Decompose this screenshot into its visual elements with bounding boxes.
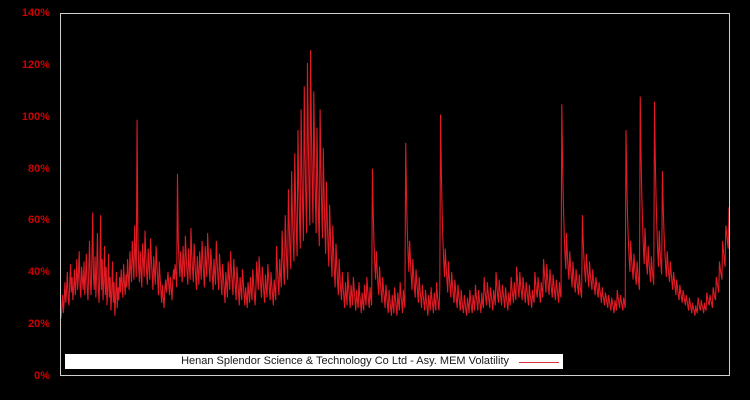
legend-label: Henan Splendor Science & Technology Co L… <box>181 355 509 367</box>
y-axis-tick-label: 60% <box>27 214 50 227</box>
y-axis-tick-label: 40% <box>27 266 50 279</box>
series-line-volatility <box>61 50 729 319</box>
y-axis-tick-label: 120% <box>21 58 50 71</box>
plot-area <box>60 13 730 376</box>
legend-line-swatch <box>519 356 559 367</box>
y-axis-tick-label: 100% <box>21 110 50 123</box>
y-axis-tick-label: 140% <box>21 7 50 19</box>
y-axis-tick-label: 0% <box>34 370 50 382</box>
y-axis: 0% 20% 40% 60% 80% 100% 120% 140% <box>0 0 56 400</box>
y-axis-tick-label: 80% <box>27 162 50 175</box>
series-path <box>61 50 729 319</box>
chart-legend: Henan Splendor Science & Technology Co L… <box>65 354 563 369</box>
y-axis-tick-label: 20% <box>27 318 50 331</box>
